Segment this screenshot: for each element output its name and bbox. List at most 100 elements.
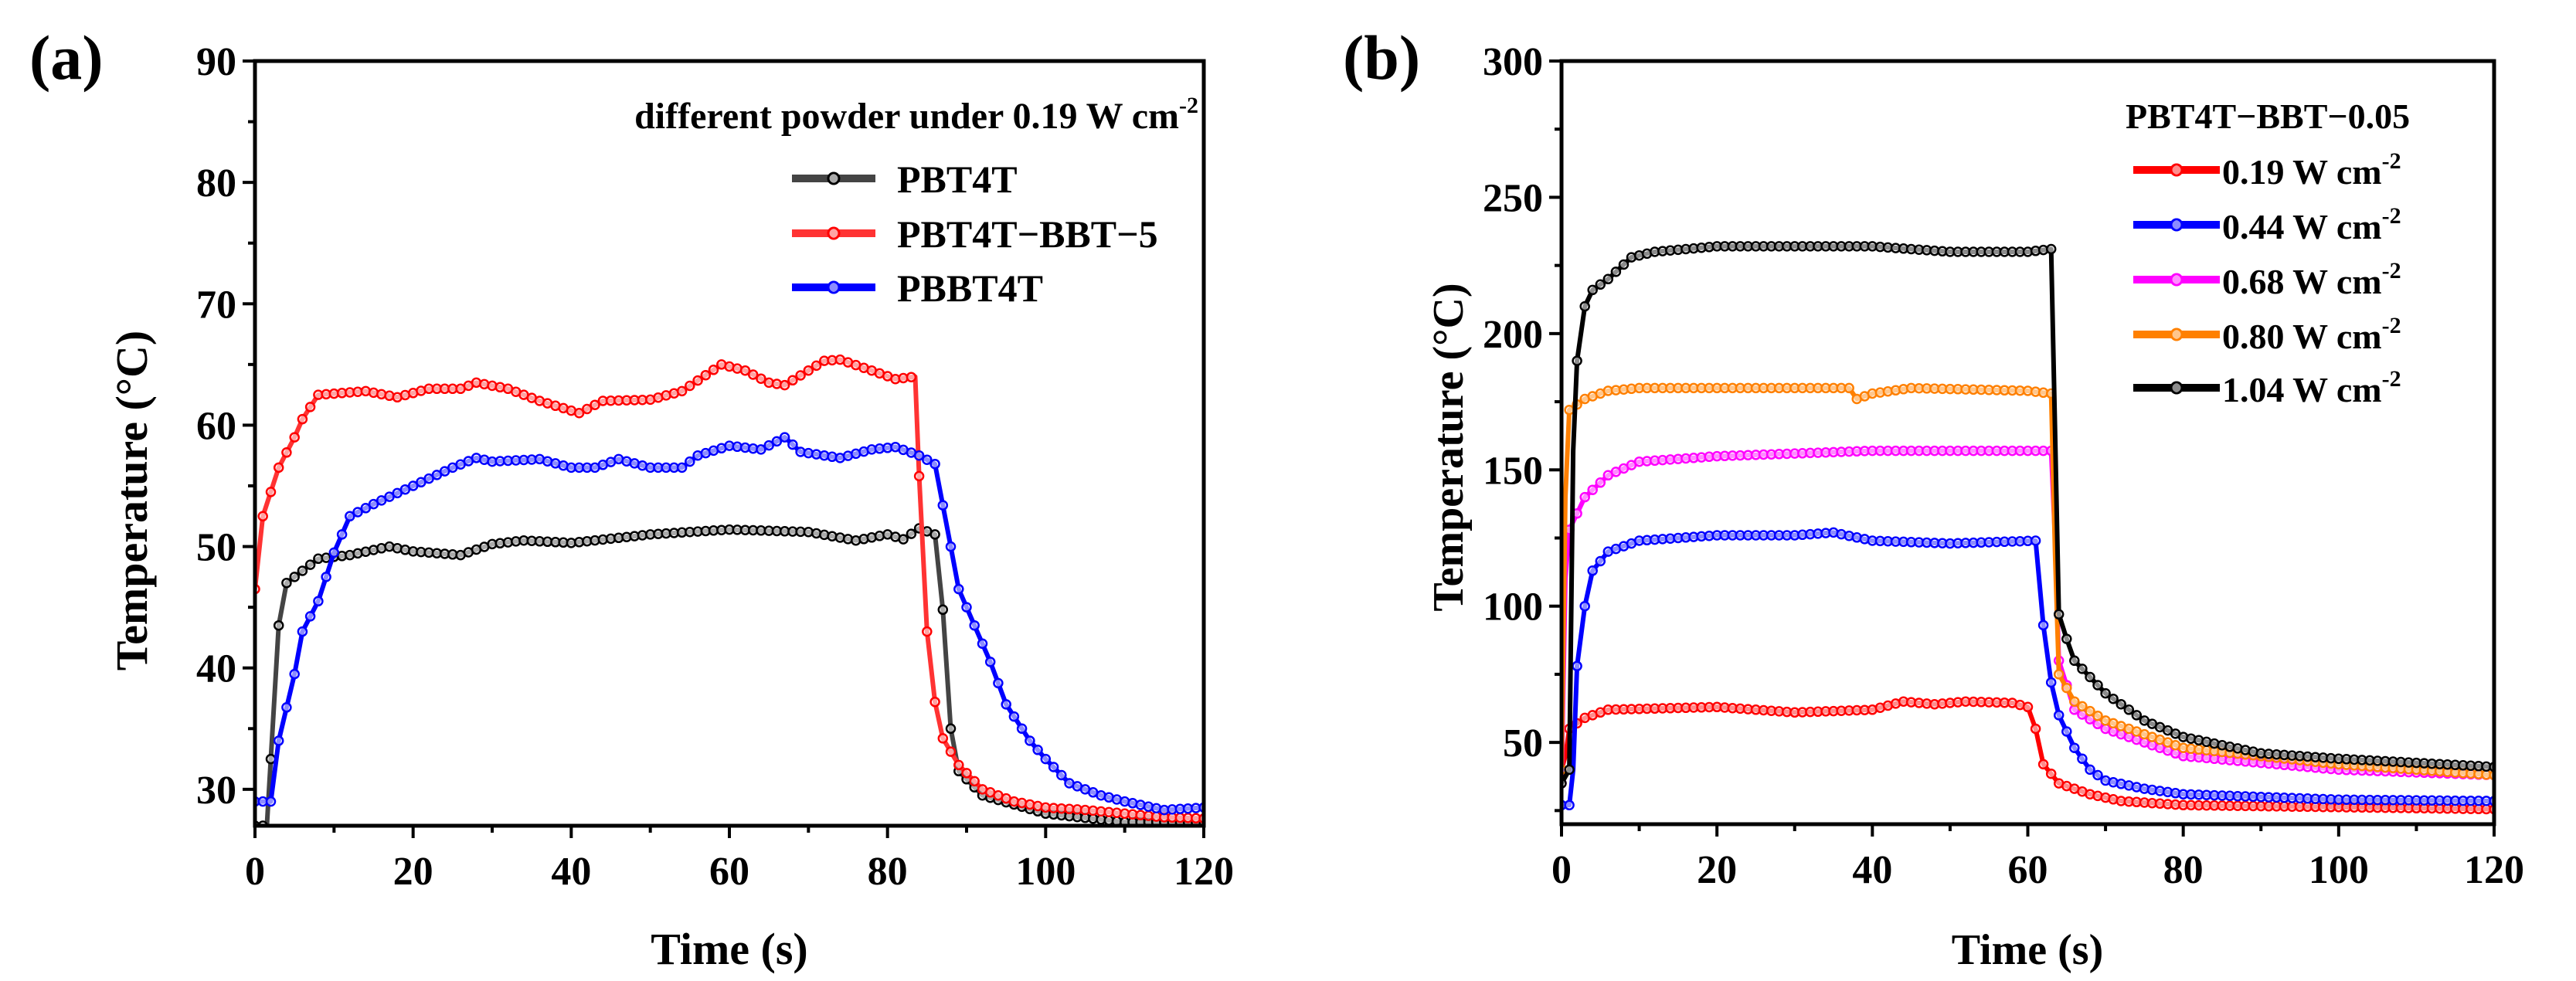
data-point bbox=[1564, 764, 1575, 776]
data-point bbox=[945, 746, 957, 757]
data-point bbox=[281, 702, 292, 713]
data-point bbox=[953, 759, 964, 771]
data-point bbox=[898, 534, 909, 545]
legend-marker bbox=[2170, 381, 2183, 395]
data-point bbox=[352, 507, 363, 518]
legend-label-text: 0.44 W cm bbox=[2222, 207, 2382, 246]
data-point bbox=[1595, 555, 1606, 567]
y-tick-label: 300 bbox=[1483, 40, 1543, 84]
data-point bbox=[2045, 243, 2057, 255]
legend-marker bbox=[827, 280, 841, 294]
data-point bbox=[304, 402, 316, 412]
series-3 bbox=[1562, 382, 2494, 781]
x-tick-label: 20 bbox=[393, 850, 433, 894]
data-point bbox=[929, 696, 940, 708]
x-tick-label: 40 bbox=[551, 850, 591, 894]
data-point bbox=[2069, 696, 2080, 707]
data-point bbox=[2053, 609, 2065, 620]
data-point bbox=[937, 604, 949, 616]
data-point bbox=[2061, 682, 2072, 694]
legend-label-text: 0.68 W cm bbox=[2222, 262, 2382, 301]
data-point bbox=[1016, 723, 1028, 735]
legend-label-sup: -2 bbox=[2382, 203, 2401, 229]
data-point bbox=[2077, 701, 2088, 712]
data-point bbox=[756, 444, 766, 455]
data-point bbox=[795, 370, 806, 381]
data-point bbox=[977, 638, 988, 650]
data-point bbox=[756, 373, 766, 384]
data-point bbox=[2092, 710, 2103, 721]
data-point bbox=[1579, 300, 1590, 312]
data-point bbox=[913, 470, 925, 482]
data-point bbox=[1564, 404, 1575, 416]
data-point bbox=[2108, 693, 2119, 704]
data-point bbox=[929, 529, 940, 540]
data-point bbox=[2030, 723, 2041, 735]
data-point bbox=[1587, 284, 1598, 296]
data-point bbox=[2085, 705, 2095, 717]
data-point bbox=[937, 733, 949, 744]
data-point bbox=[1032, 745, 1043, 755]
data-point bbox=[1564, 799, 1575, 811]
data-point bbox=[1048, 762, 1059, 772]
data-point bbox=[2045, 677, 2057, 688]
data-point bbox=[304, 559, 316, 570]
data-point bbox=[273, 462, 284, 474]
x-tick-label: 100 bbox=[1015, 850, 1076, 894]
data-point bbox=[2069, 655, 2080, 667]
data-point bbox=[1001, 699, 1011, 710]
legend-label: 0.44 W cm-2 bbox=[2222, 203, 2401, 246]
data-point bbox=[811, 360, 822, 372]
data-point bbox=[313, 596, 324, 607]
data-point bbox=[676, 385, 688, 397]
data-point bbox=[376, 495, 387, 506]
data-point bbox=[913, 450, 925, 461]
data-point bbox=[281, 577, 292, 589]
y-tick-label: 50 bbox=[196, 526, 236, 570]
legend-entry: 0.19 W cm-2 bbox=[2133, 148, 2401, 192]
legend-label-text: PBT4T bbox=[897, 158, 1018, 201]
legend-label-text: 0.80 W cm bbox=[2222, 317, 2382, 356]
data-point bbox=[945, 723, 957, 735]
legend-marker bbox=[2170, 218, 2183, 232]
legend-title-text: different powder under 0.19 W cm bbox=[634, 96, 1179, 137]
data-point bbox=[1595, 477, 1606, 488]
data-point bbox=[961, 602, 972, 613]
legend-label: PBT4T bbox=[897, 158, 1018, 201]
data-point bbox=[787, 439, 798, 450]
data-point bbox=[265, 487, 277, 497]
data-point bbox=[922, 626, 933, 637]
legend-entry: PBT4T−BBT−5 bbox=[792, 212, 1158, 256]
data-point bbox=[685, 380, 695, 392]
data-point bbox=[2092, 769, 2103, 781]
data-point bbox=[1579, 600, 1590, 612]
y-tick-label: 70 bbox=[196, 283, 236, 327]
series-1 bbox=[255, 354, 1204, 824]
data-point bbox=[2131, 710, 2143, 721]
y-tick-label: 150 bbox=[1483, 449, 1543, 493]
plot-area bbox=[255, 354, 1204, 826]
x-tick-label: 0 bbox=[1551, 848, 1572, 892]
data-point bbox=[779, 379, 790, 391]
y-tick-label: 30 bbox=[196, 769, 236, 813]
data-point bbox=[906, 528, 917, 539]
data-point bbox=[2077, 753, 2088, 765]
x-tick-label: 60 bbox=[2008, 848, 2048, 892]
x-tick-label: 0 bbox=[245, 850, 265, 894]
legend-entry: 0.44 W cm-2 bbox=[2133, 203, 2401, 246]
y-tick-label: 40 bbox=[196, 647, 236, 691]
x-tick-label: 80 bbox=[868, 850, 908, 894]
data-point bbox=[937, 500, 949, 511]
data-point bbox=[2053, 710, 2065, 721]
data-point bbox=[708, 365, 719, 375]
x-tick-label: 100 bbox=[2309, 848, 2369, 892]
legend-entry: 1.04 W cm-2 bbox=[2133, 366, 2401, 409]
series-2 bbox=[255, 432, 1204, 816]
y-tick-label: 80 bbox=[196, 161, 236, 205]
legend-label: PBBT4T bbox=[897, 266, 1043, 310]
legend-label-sup: -2 bbox=[2382, 258, 2401, 283]
y-tick-label: 90 bbox=[196, 40, 236, 84]
y-tick-label: 250 bbox=[1483, 176, 1543, 220]
panel-a-ylabel: Temperature (°C) bbox=[107, 331, 157, 670]
